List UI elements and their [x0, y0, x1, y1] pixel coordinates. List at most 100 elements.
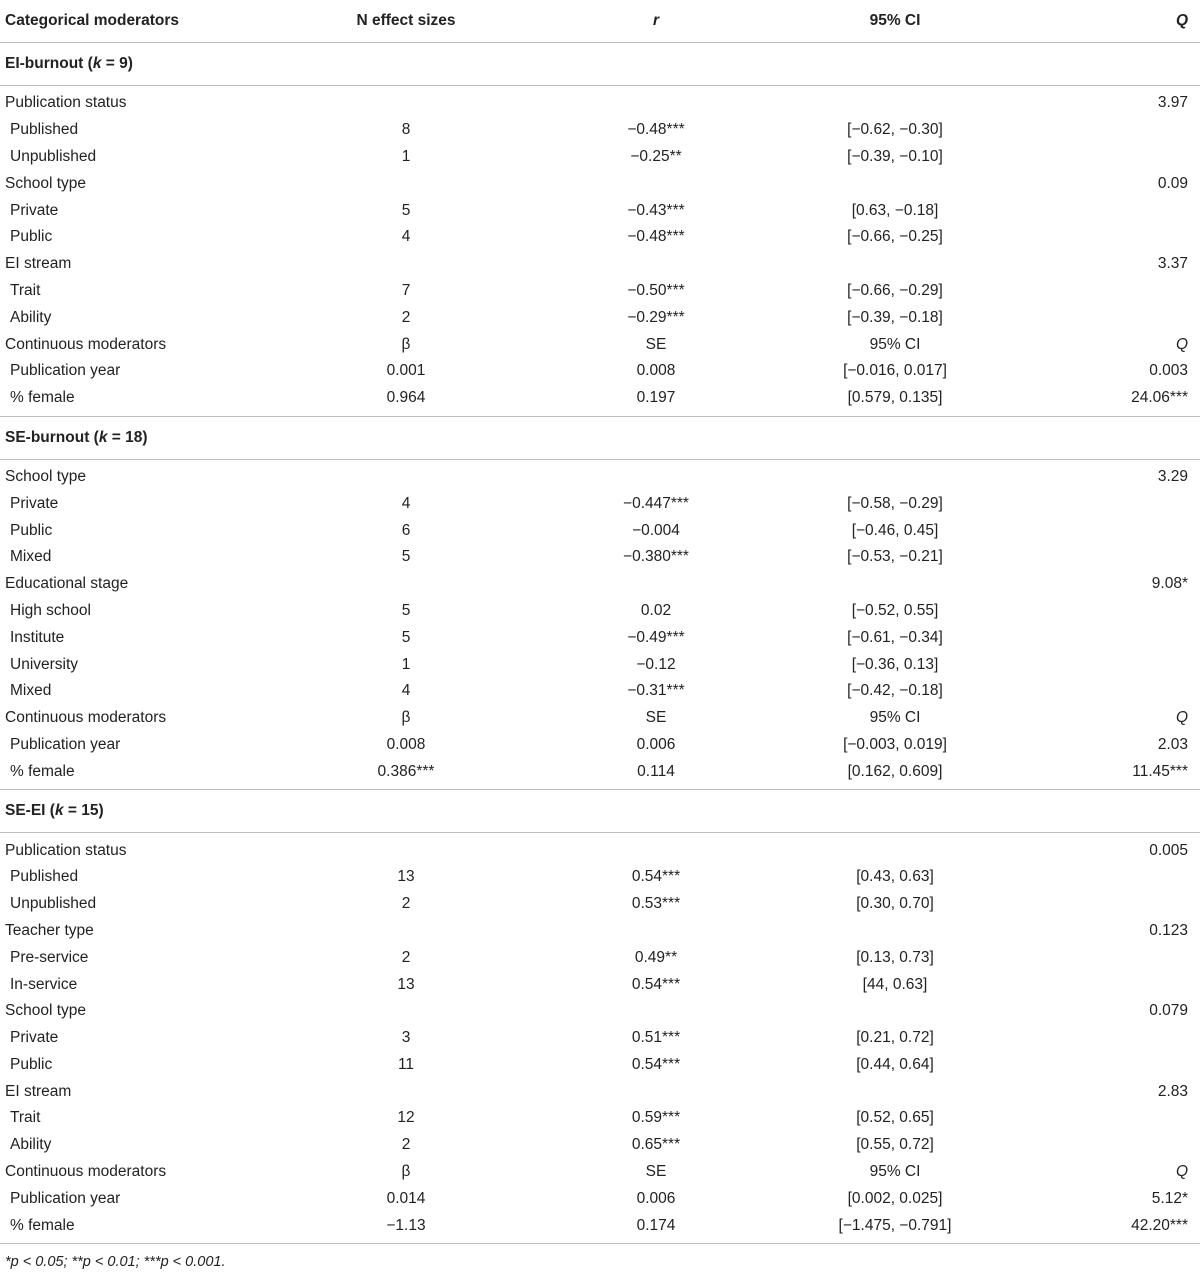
section-title-text: SE-EI (	[5, 802, 55, 820]
section-title: SE-burnout (k = 18)	[0, 415, 1200, 460]
cell-ci: [−0.53, −0.21]	[847, 548, 943, 566]
cell-ci: [−0.66, −0.25]	[847, 228, 943, 246]
row-label: University	[10, 655, 79, 673]
cell-ci: [0.55, 0.72]	[856, 1136, 934, 1154]
cell-q	[1020, 490, 1200, 517]
cell-ci: [−0.39, −0.10]	[847, 147, 943, 165]
cell-r: 0.02	[640, 601, 672, 619]
table-row: Institute 5 −0.49*** [−0.61, −0.34]	[0, 624, 1200, 651]
row-label: % female	[10, 762, 75, 780]
cell-ci: [0.44, 0.64]	[856, 1055, 934, 1073]
cell-n: 7	[401, 281, 411, 299]
cell-n	[270, 998, 542, 1025]
row-label: Private	[10, 201, 59, 219]
table-row: % female −1.13 0.174 [−1.475, −0.791] 42.20*…	[0, 1212, 1200, 1239]
cell-n: 2	[401, 948, 411, 966]
table-row: Trait 12 0.59*** [0.52, 0.65]	[0, 1105, 1200, 1132]
cell-ci: [−0.016, 0.017]	[843, 362, 947, 380]
cell-r: 0.51***	[631, 1029, 681, 1047]
cell-q: 5.12*	[1151, 1189, 1188, 1207]
row-label: Teacher type	[5, 921, 94, 939]
cell-n: 2	[401, 308, 411, 326]
cell-q	[1020, 117, 1200, 144]
cell-n: 5	[401, 201, 411, 219]
row-label: Publication status	[5, 841, 127, 859]
table-row: Educational stage 9.08*	[0, 571, 1200, 598]
row-label: EI stream	[5, 1082, 72, 1100]
table-row: EI stream 2.83	[0, 1078, 1200, 1105]
table-row: School type 0.079	[0, 998, 1200, 1025]
section-k-symbol: k	[98, 428, 108, 446]
cell-n: 8	[401, 121, 411, 139]
cell-r: 0.197	[636, 389, 676, 407]
cell-r: 0.114	[637, 762, 675, 780]
header-n-effect-sizes: N effect sizes	[270, 0, 542, 43]
cell-q: 0.005	[1149, 841, 1188, 859]
table-row: Continuous moderators β SE 95% CI Q	[0, 1159, 1200, 1186]
cell-r	[542, 571, 770, 598]
table-row: School type 0.09	[0, 170, 1200, 197]
cell-ci: [0.52, 0.65]	[856, 1109, 934, 1127]
table-row: Ability 2 −0.29*** [−0.39, −0.18]	[0, 304, 1200, 331]
cell-r: 0.006	[636, 1189, 676, 1207]
cell-n: 13	[397, 868, 415, 886]
cell-ci: [0.002, 0.025]	[847, 1189, 943, 1207]
cell-ci	[770, 918, 1020, 945]
table-body: EI-burnout (k = 9) Publication status 3.97…	[0, 42, 1200, 1244]
cell-n: 5	[401, 548, 411, 566]
cell-r: 0.65***	[631, 1136, 681, 1154]
section-title-count: = 18)	[107, 428, 148, 446]
table-row: In-service 13 0.54*** [44, 0.63]	[0, 971, 1200, 998]
table-row: Trait 7 −0.50*** [−0.66, −0.29]	[0, 278, 1200, 305]
section-title-count: = 15)	[63, 802, 104, 820]
table-row: Publication status 3.97	[0, 90, 1200, 117]
table-row: Continuous moderators β SE 95% CI Q	[0, 331, 1200, 358]
cell-q: 3.37	[1157, 255, 1188, 273]
header-q-text: Q	[1175, 12, 1188, 29]
row-label: Ability	[10, 1136, 52, 1154]
table-header-row: Categorical moderators N effect sizes r …	[0, 0, 1200, 43]
cell-n: β	[401, 335, 411, 353]
table-bottom-rule	[0, 1243, 1200, 1244]
cell-r: −0.004	[632, 521, 680, 539]
row-label: Educational stage	[5, 575, 129, 593]
cell-q	[1020, 971, 1200, 998]
cell-ci: [−0.58, −0.29]	[847, 494, 943, 512]
row-label: Trait	[10, 1109, 41, 1127]
cell-q: 0.09	[1157, 174, 1188, 192]
cell-n: 4	[401, 494, 411, 512]
cell-q	[1020, 144, 1200, 171]
cell-r	[542, 918, 770, 945]
section-title: EI-burnout (k = 9)	[0, 42, 1200, 86]
table-row: Public 6 −0.004 [−0.46, 0.45]	[0, 517, 1200, 544]
row-label: Continuous moderators	[5, 335, 167, 353]
cell-n	[270, 170, 542, 197]
cell-r: −0.380***	[623, 548, 689, 566]
cell-r: −0.29***	[627, 308, 685, 326]
cell-r	[542, 837, 770, 864]
cell-ci: [0.43, 0.63]	[856, 868, 934, 886]
cell-q	[1020, 864, 1200, 891]
cell-n	[270, 464, 542, 491]
cell-q	[1020, 1132, 1200, 1159]
row-label: School type	[5, 174, 86, 192]
cell-r: SE	[645, 335, 667, 353]
cell-n: 6	[401, 521, 411, 539]
table-row: Unpublished 1 −0.25** [−0.39, −0.10]	[0, 144, 1200, 171]
cell-q: Q	[1020, 331, 1200, 358]
cell-q-symbol: Q	[1175, 335, 1188, 353]
cell-r: 0.54***	[631, 868, 681, 886]
cell-n: 3	[401, 1029, 411, 1047]
cell-q	[1020, 891, 1200, 918]
cell-ci: [−0.52, 0.55]	[851, 601, 939, 619]
cell-n: 4	[401, 228, 411, 246]
cell-q-symbol: Q	[1175, 709, 1188, 727]
row-label: Continuous moderators	[5, 709, 167, 727]
row-label: Private	[10, 1029, 59, 1047]
cell-q	[1020, 304, 1200, 331]
cell-q: 24.06***	[1131, 389, 1188, 407]
cell-q: Q	[1020, 705, 1200, 732]
table-row: % female 0.386*** 0.114 [0.162, 0.609] 11.45…	[0, 758, 1200, 785]
cell-r: 0.174	[636, 1216, 676, 1234]
